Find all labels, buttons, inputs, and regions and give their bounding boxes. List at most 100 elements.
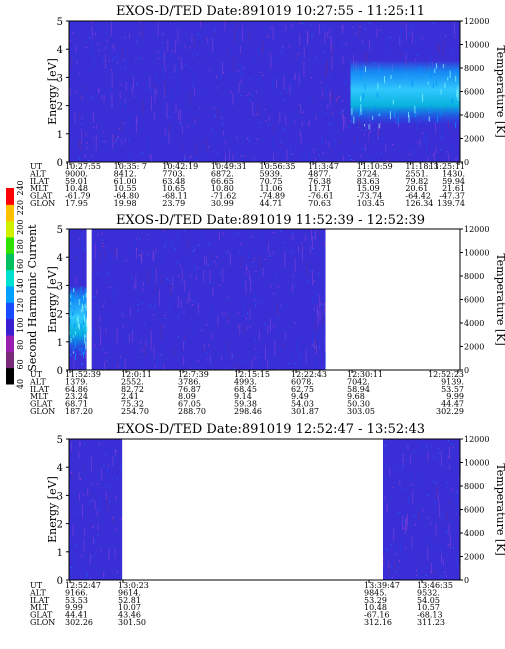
- y-tick-label: 2: [57, 520, 63, 531]
- heatmap-streak: [456, 555, 458, 568]
- heatmap-streak: [319, 294, 321, 310]
- y2-tick-label: 4000: [464, 529, 484, 538]
- ephemeris-row-label: MLT: [30, 184, 49, 193]
- heatmap-streak: [185, 260, 187, 264]
- heatmap-streak: [153, 252, 155, 260]
- heatmap-dot: [106, 360, 108, 362]
- heatmap-hot-streak: [84, 334, 86, 338]
- heatmap-streak: [209, 354, 211, 365]
- heatmap-hot-streak: [80, 323, 82, 330]
- heatmap-dot: [340, 111, 342, 113]
- heatmap-streak: [292, 118, 294, 122]
- ephemeris-value: 10:35: 7: [114, 162, 147, 171]
- heatmap-hot-streak: [455, 75, 457, 82]
- heatmap-dot: [199, 63, 201, 65]
- heatmap-streak: [226, 366, 227, 370]
- heatmap-hot-streak: [353, 116, 355, 124]
- heatmap-dot: [171, 50, 173, 52]
- heatmap-streak: [129, 333, 130, 343]
- heatmap-hot-streak: [434, 68, 436, 74]
- heatmap-streak: [325, 71, 326, 78]
- heatmap-streak: [143, 345, 145, 357]
- heatmap-dot: [103, 573, 105, 575]
- heatmap-dot: [277, 286, 279, 288]
- ephemeris-value: 301.50: [118, 618, 146, 627]
- heatmap-streak: [122, 115, 124, 120]
- heatmap-dot: [425, 574, 427, 576]
- heatmap-streak: [195, 274, 197, 281]
- heatmap-streak: [167, 131, 169, 141]
- heatmap-hot-streak: [428, 116, 430, 122]
- heatmap-streak: [294, 258, 296, 272]
- heatmap-streak: [172, 241, 174, 246]
- heatmap-streak: [435, 523, 437, 538]
- y2-tick-label: 2000: [464, 553, 484, 562]
- heatmap-streak: [99, 252, 101, 262]
- heatmap-streak: [109, 251, 111, 266]
- heatmap-streak: [203, 345, 205, 352]
- heatmap-dot: [287, 363, 289, 365]
- heatmap-dot: [348, 126, 350, 128]
- heatmap-streak: [209, 270, 211, 284]
- heatmap-streak: [83, 540, 85, 553]
- heatmap-streak: [121, 362, 123, 370]
- heatmap-streak: [248, 270, 250, 281]
- heatmap-streak: [283, 75, 285, 91]
- heatmap-dot: [408, 32, 410, 34]
- heatmap-dot: [147, 252, 149, 254]
- heatmap-streak: [94, 344, 96, 348]
- heatmap-streak: [141, 255, 143, 264]
- heatmap-streak: [386, 35, 388, 48]
- heatmap-dot: [325, 141, 327, 143]
- heatmap-dot: [79, 72, 81, 74]
- heatmap-streak: [303, 47, 305, 58]
- heatmap-streak: [310, 245, 312, 254]
- colorbar-segment: [6, 188, 14, 205]
- heatmap-streak: [122, 49, 123, 61]
- y2-tick-label: 10000: [464, 459, 489, 468]
- heatmap-dot: [252, 95, 254, 97]
- heatmap-streak: [191, 34, 193, 43]
- heatmap-streak: [298, 246, 299, 254]
- heatmap-streak: [111, 21, 113, 37]
- heatmap-dot: [451, 52, 453, 54]
- heatmap-streak: [427, 547, 429, 561]
- heatmap-streak: [160, 273, 162, 283]
- heatmap-streak: [268, 114, 270, 121]
- chart-title: EXOS-D/TED Date:891019 12:52:47 - 13:52:…: [116, 422, 425, 437]
- heatmap-streak: [233, 56, 235, 73]
- heatmap-dot: [108, 465, 110, 467]
- heatmap-dot: [398, 512, 400, 514]
- ephemeris-value: -71.62: [211, 192, 237, 201]
- heatmap-dot: [246, 95, 248, 97]
- heatmap-dot: [264, 323, 266, 325]
- heatmap-streak: [159, 289, 161, 306]
- heatmap-hot-streak: [389, 111, 391, 120]
- heatmap-dot: [283, 99, 285, 101]
- heatmap-streak: [112, 287, 114, 300]
- heatmap-streak: [147, 80, 148, 92]
- heatmap-dot: [294, 322, 296, 324]
- heatmap-streak: [100, 326, 102, 342]
- heatmap-streak: [284, 251, 286, 267]
- heatmap-streak: [175, 102, 177, 114]
- heatmap-dot: [121, 519, 123, 521]
- heatmap-streak: [109, 87, 111, 93]
- heatmap-hot-streak: [430, 70, 432, 79]
- heatmap-dot: [84, 249, 86, 251]
- heatmap-dot: [135, 57, 137, 59]
- heatmap-dot: [86, 142, 88, 144]
- y2-axis-label: Temperature [K]: [494, 463, 505, 555]
- heatmap-dot: [440, 137, 442, 139]
- colorbar-tick-label: 80: [16, 340, 25, 350]
- heatmap-dot: [164, 230, 166, 232]
- heatmap-dot: [251, 281, 253, 283]
- heatmap-streak: [85, 132, 87, 137]
- heatmap-streak: [315, 338, 317, 352]
- ephemeris-value: 10.07: [118, 603, 141, 612]
- heatmap-streak: [71, 567, 73, 580]
- y-tick-label: 5: [57, 17, 63, 28]
- heatmap-streak: [170, 52, 171, 58]
- heatmap-hot-streak: [360, 96, 362, 102]
- heatmap-streak: [80, 94, 82, 101]
